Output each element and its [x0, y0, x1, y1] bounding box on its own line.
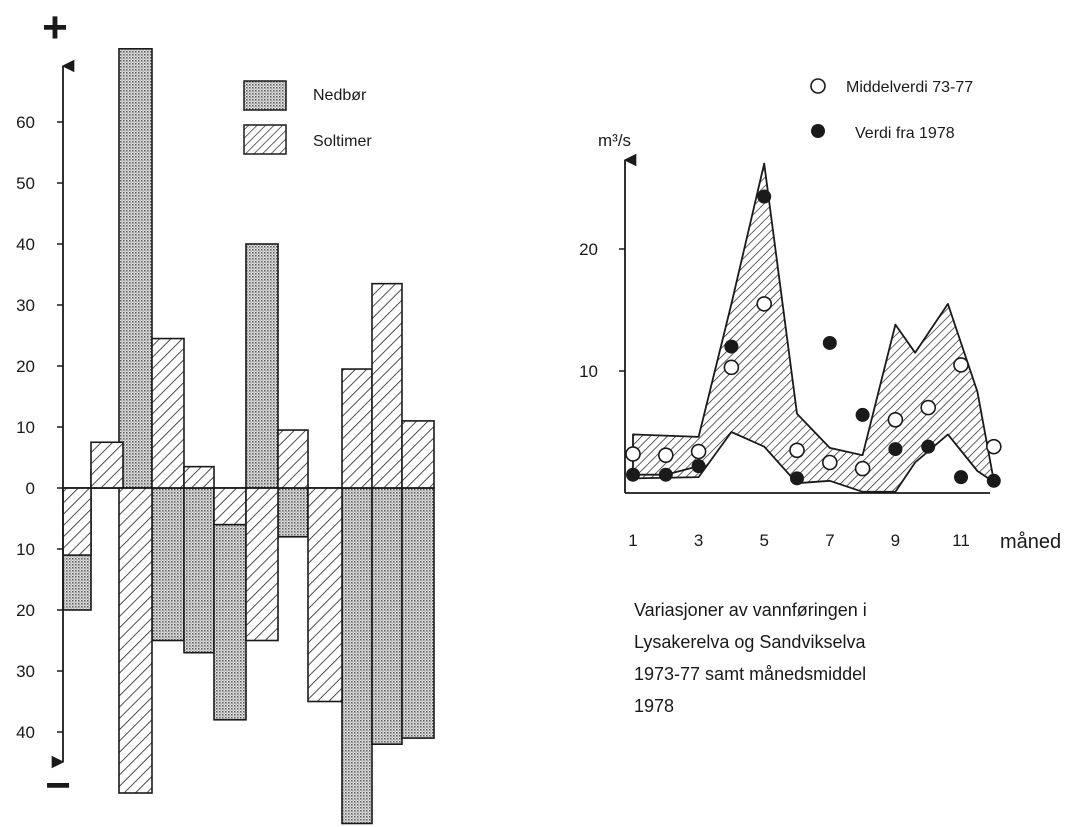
- legend-label-verdi-1978: Verdi fra 1978: [855, 125, 955, 142]
- point-middelverdi-8: [854, 460, 871, 477]
- bar-nedbor-12: [401, 487, 435, 739]
- bar-soltimer-11: [371, 282, 403, 489]
- left-legend: Nedbør Soltimer: [243, 80, 372, 155]
- bar-nedbor-5: [183, 487, 215, 654]
- point-middelverdi-7: [821, 454, 838, 471]
- bar-nedbor-8: [277, 487, 309, 538]
- bar-nedbor-4: [151, 487, 185, 642]
- right-x-tick-label-5: 11: [952, 531, 970, 550]
- point-1978-3: [691, 459, 706, 474]
- point-middelverdi-12: [985, 438, 1002, 455]
- bar-soltimer-3: [118, 487, 153, 794]
- point-middelverdi-4: [723, 359, 740, 376]
- bar-nedbor-7: [245, 243, 279, 489]
- bar-soltimer-7: [245, 487, 279, 642]
- right-band-layer: [632, 162, 995, 493]
- legend-label-middelverdi: Middelverdi 73-77: [846, 79, 973, 96]
- caption-line-1: Variasjoner av vannføringen i: [634, 600, 867, 620]
- legend-label-soltimer: Soltimer: [313, 133, 372, 150]
- right-y-tick-label-1: 20: [579, 240, 598, 259]
- left-y-tick-label-8: 20: [16, 601, 35, 620]
- left-y-tick-label-0: 60: [16, 113, 35, 132]
- point-middelverdi-11: [953, 357, 969, 373]
- legend-marker-open-circle: [810, 78, 826, 94]
- legend-marker-filled-circle: [811, 124, 825, 138]
- left-y-axis: [51, 59, 434, 769]
- point-middelverdi-1: [625, 446, 641, 462]
- bar-soltimer-5: [183, 465, 215, 489]
- right-axes: [619, 153, 990, 494]
- point-1978-12: [986, 473, 1001, 488]
- bar-nedbor-3: [118, 47, 153, 489]
- bar-nedbor-11: [371, 487, 403, 746]
- legend-swatch-soltimer: [243, 124, 287, 155]
- right-x-tick-label-1: 3: [694, 531, 703, 550]
- point-1978-5: [757, 189, 772, 204]
- right-chart: 1 3 5 7 9 11 10 20 m³/s måned Middelverdi 73-7…: [579, 78, 1061, 553]
- point-1978-1: [626, 467, 640, 482]
- bar-soltimer-10: [341, 368, 373, 489]
- left-y-tick-label-5: 10: [16, 418, 35, 437]
- left-y-tick-label-7: 10: [16, 540, 35, 559]
- range-band: [632, 162, 995, 493]
- left-y-tick-label-1: 50: [16, 174, 35, 193]
- bar-soltimer-4: [151, 337, 185, 489]
- bar-soltimer-12: [401, 420, 435, 489]
- right-y-tick-label-0: 10: [579, 362, 598, 381]
- right-x-tick-label-2: 5: [759, 531, 768, 550]
- right-x-tick-label-0: 1: [628, 531, 637, 550]
- right-legend: Middelverdi 73-77 Verdi fra 1978: [810, 78, 973, 142]
- point-1978-10: [921, 439, 936, 454]
- point-middelverdi-6: [789, 442, 805, 459]
- axis-plus-sign: +: [42, 3, 68, 52]
- point-1978-8: [855, 407, 870, 422]
- left-y-tick-labels: 60 50 40 30 20 10 0 10 20 30 40: [16, 113, 35, 742]
- right-y-axis-unit: m³/s: [598, 131, 631, 150]
- bar-soltimer-6: [213, 487, 247, 526]
- point-1978-7: [822, 335, 837, 350]
- bar-soltimer-8: [277, 429, 309, 489]
- left-y-tick-label-9: 30: [16, 662, 35, 681]
- point-middelverdi-2: [657, 447, 674, 463]
- point-1978-11: [954, 470, 968, 485]
- left-chart: 60 50 40 30 20 10 0 10 20 30 40 + − Nedbør Soltime…: [16, 3, 435, 825]
- bar-soltimer-1: [62, 487, 92, 556]
- point-1978-6: [790, 471, 804, 486]
- point-middelverdi-9: [887, 411, 904, 428]
- point-1978-9: [888, 442, 903, 457]
- figure-caption: Variasjoner av vannføringen i Lysakerelv…: [634, 594, 1054, 722]
- left-y-tick-label-4: 20: [16, 357, 35, 376]
- right-x-axis-label: måned: [1000, 531, 1061, 553]
- caption-line-2: Lysakerelva og Sandvikselva: [634, 632, 866, 652]
- right-points-layer: [625, 189, 1002, 488]
- point-middelverdi-10: [920, 399, 937, 416]
- right-x-tick-label-4: 9: [891, 531, 900, 550]
- left-bars-layer: [62, 47, 435, 825]
- caption-line-3: 1973-77 samt månedsmiddel: [634, 664, 867, 684]
- right-x-tick-labels: 1 3 5 7 9 11: [628, 531, 970, 550]
- bar-nedbor-10: [341, 487, 373, 825]
- legend-swatch-nedbor: [243, 80, 287, 111]
- left-y-tick-label-6: 0: [26, 479, 35, 498]
- bar-soltimer-2: [90, 441, 124, 489]
- left-y-tick-label-3: 30: [16, 296, 35, 315]
- right-x-tick-label-3: 7: [825, 531, 834, 550]
- bar-soltimer-9: [307, 487, 343, 703]
- left-y-tick-label-2: 40: [16, 235, 35, 254]
- right-y-tick-labels: 10 20: [579, 240, 598, 381]
- point-middelverdi-3: [690, 443, 707, 460]
- caption-line-4: 1978: [634, 696, 675, 716]
- legend-label-nedbor: Nedbør: [313, 87, 367, 104]
- axis-minus-sign: −: [45, 761, 71, 810]
- point-1978-4: [724, 339, 739, 354]
- left-y-tick-label-10: 40: [16, 723, 35, 742]
- point-1978-2: [658, 467, 673, 482]
- point-middelverdi-5: [756, 296, 773, 312]
